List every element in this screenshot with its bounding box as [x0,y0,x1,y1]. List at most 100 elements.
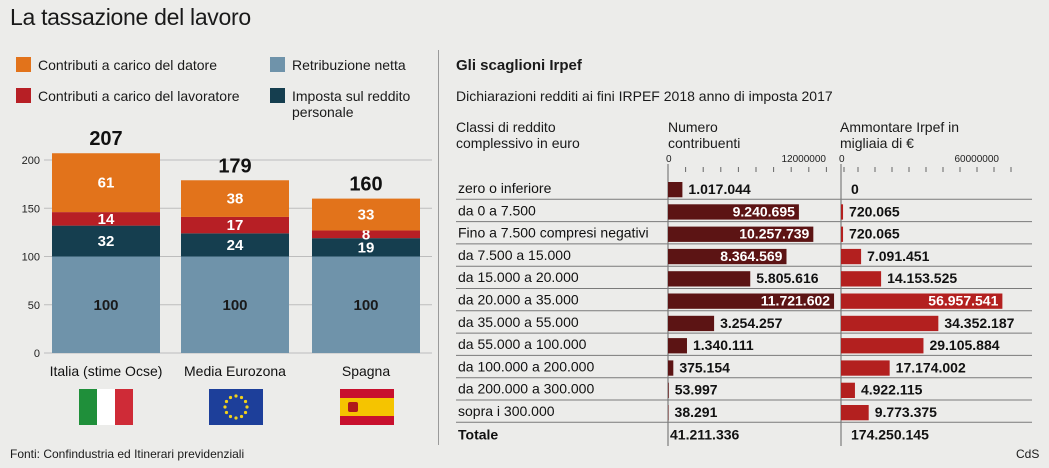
bar-contribuenti [668,360,674,376]
bar-segment-netta [312,256,420,353]
section-divider [438,50,439,445]
value-contribuenti: 8.364.569 [720,248,782,264]
legend-label-netta: Retribuzione netta [292,57,406,73]
header-classi: Classi di reddito complessivo in euro [456,119,580,151]
value-ammontare: 9.773.375 [875,404,937,420]
value-ammontare: 17.174.002 [896,359,966,375]
value-contribuenti: 3.254.257 [720,315,782,331]
x-category-label: Media Eurozona [184,363,286,379]
eu-flag-icon [209,389,263,425]
bar-value-label: 8 [362,226,370,243]
irpef-subtitle: Dichiarazioni redditi ai fini IRPEF 2018… [456,88,833,104]
value-contribuenti: 9.240.695 [733,203,795,219]
bar-ammontare [841,226,844,242]
bar-segment-lavoratore [312,230,420,239]
y-tick-label: 0 [34,348,40,360]
amt-axis-tick: 0 [839,154,845,165]
bar-contribuenti [668,338,687,354]
row-label: da 35.000 a 55.000 [458,314,579,330]
value-ammontare: 720.065 [849,226,900,242]
bar-total-label: 207 [89,128,122,150]
row-label: da 15.000 a 20.000 [458,269,579,285]
value-ammontare: 56.957.541 [928,293,998,309]
bar-ammontare [841,405,869,421]
value-contribuenti: 10.257.739 [739,226,809,242]
legend-label-irpef: Imposta sul reddito personale [292,88,411,120]
bar-contribuenti [668,271,751,287]
value-contribuenti: 11.721.602 [761,293,831,309]
bar-value-label: 32 [98,233,115,250]
y-tick-label: 100 [22,252,40,264]
bar-value-label: 33 [358,207,375,224]
row-label: da 200.000 a 300.000 [458,381,594,397]
stacked-bar-chart: 0 50 100 150 200 100 32 14 61 207 Italia (stime Oc… [22,128,432,379]
bar-contribuenti [668,293,835,309]
irpef-table-chart: 0 12000000 0 60000000 zero o inferiore 1.017.… [456,154,1032,446]
row-label: da 7.500 a 15.000 [458,247,571,263]
totale-label: Totale [458,426,498,442]
bar-segment-lavoratore [52,212,160,226]
y-tick-label: 50 [28,300,40,312]
bar-value-label: 100 [222,297,247,314]
row-label: da 55.000 a 100.000 [458,336,587,352]
totale-contribuenti: 41.211.336 [670,426,740,442]
bar-ammontare [841,293,1003,309]
value-ammontare: 29.105.884 [929,337,999,353]
bar-contribuenti [668,226,814,242]
bar-ammontare [841,360,890,376]
bar-contribuenti [668,182,683,198]
credit-label: CdS [1016,447,1040,461]
spain-flag-icon [340,389,394,425]
bar-value-label: 19 [358,239,375,256]
bar-contribuenti [668,248,787,265]
bar-segment-datore [52,153,160,213]
irpef-title: Gli scaglioni Irpef [456,57,582,74]
value-contribuenti: 53.997 [675,382,718,398]
bar-contribuenti [668,315,715,332]
row-label: sopra i 300.000 [458,403,555,419]
bar-contribuenti [668,382,669,398]
bar-value-label: 100 [93,297,118,314]
bar-segment-netta [181,256,289,353]
value-contribuenti: 38.291 [675,404,718,420]
bar-segment-datore [312,198,420,231]
italy-flag-icon [79,389,133,425]
bar-ammontare [841,204,844,220]
totale-ammontare: 174.250.145 [851,426,929,442]
bar-segment-irpef [312,238,420,257]
bar-value-label: 61 [98,175,115,192]
value-contribuenti: 1.017.044 [688,181,750,197]
legend-label-lavoratore: Contributi a carico del lavoratore [38,88,240,104]
header-contribuenti: Numero contribuenti [668,119,741,151]
bar-contribuenti [668,204,799,220]
header-ammontare: Ammontare Irpef in migliaia di € [840,119,960,151]
value-ammontare: 14.153.525 [887,270,957,286]
row-label: da 20.000 a 35.000 [458,292,579,308]
row-label: zero o inferiore [458,180,552,196]
value-contribuenti: 375.154 [679,359,730,375]
legend-swatch-irpef [270,88,285,103]
value-ammontare: 7.091.451 [867,248,929,264]
bar-total-label: 179 [218,155,251,177]
bar-value-label: 14 [98,211,115,228]
bar-segment-datore [181,180,289,217]
bar-value-label: 24 [227,237,244,254]
x-category-label: Spagna [342,363,390,379]
bar-value-label: 100 [353,297,378,314]
bar-segment-lavoratore [181,216,289,234]
num-axis-tick: 12000000 [782,154,827,165]
y-tick-label: 200 [22,155,40,167]
legend-swatch-lavoratore [16,88,31,103]
bar-ammontare [841,315,939,332]
bar-ammontare [841,382,855,398]
bar-total-label: 160 [349,174,382,196]
legend-swatch-netta [270,57,285,72]
value-contribuenti: 5.805.616 [756,270,818,286]
source-footer: Fonti: Confindustria ed Itinerari previd… [10,447,245,461]
bar-value-label: 17 [227,217,244,234]
bar-contribuenti [668,405,669,421]
bar-value-label: 38 [227,191,244,208]
bar-ammontare [841,338,924,354]
row-label: da 100.000 a 200.000 [458,358,594,374]
value-ammontare: 34.352.187 [944,315,1014,331]
